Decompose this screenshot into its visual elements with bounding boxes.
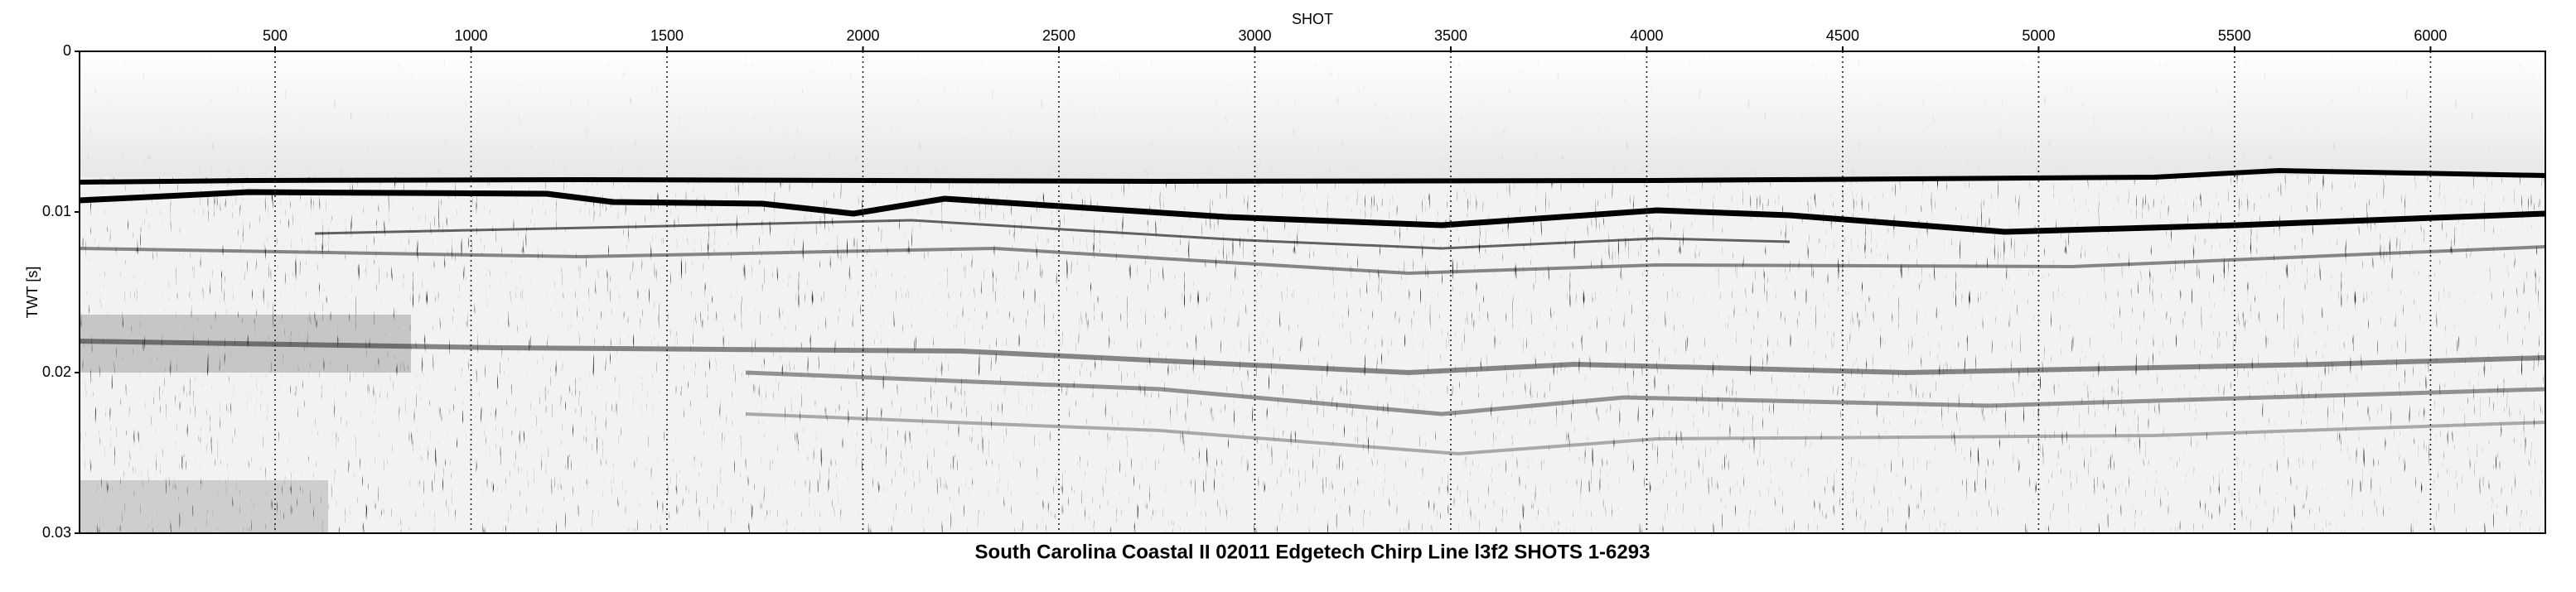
x-tick-label: 3500 (1434, 27, 1467, 44)
x-tick-label: 2500 (1042, 27, 1075, 44)
y-tick-label: 0.02 (42, 363, 71, 380)
x-tick-label: 500 (263, 27, 288, 44)
x-tick-label: 5500 (2218, 27, 2251, 44)
chart-title: South Carolina Coastal II 02011 Edgetech… (975, 541, 1650, 563)
x-tick-label: 5000 (2022, 27, 2055, 44)
axes: 500 1000 1500 2000 2500 3000 3500 4000 4500 5000 5… (42, 27, 2447, 541)
y-tick-label: 0.01 (42, 203, 71, 219)
x-tick-label: 4000 (1630, 27, 1663, 44)
x-tick-label: 4500 (1826, 27, 1859, 44)
x-tick-label: 1500 (650, 27, 684, 44)
y-tick-label: 0.03 (42, 524, 71, 541)
y-axis-label: TWT [s] (24, 267, 41, 319)
x-axis-label: SHOT (1292, 11, 1333, 27)
seismic-image (80, 51, 2545, 533)
plot-frame (79, 51, 2546, 534)
y-tick-label: 0 (63, 42, 71, 59)
x-tick-label: 2000 (846, 27, 879, 44)
x-tick-label: 1000 (454, 27, 487, 44)
x-tick-label: 6000 (2414, 27, 2447, 44)
x-tick-label: 3000 (1238, 27, 1271, 44)
